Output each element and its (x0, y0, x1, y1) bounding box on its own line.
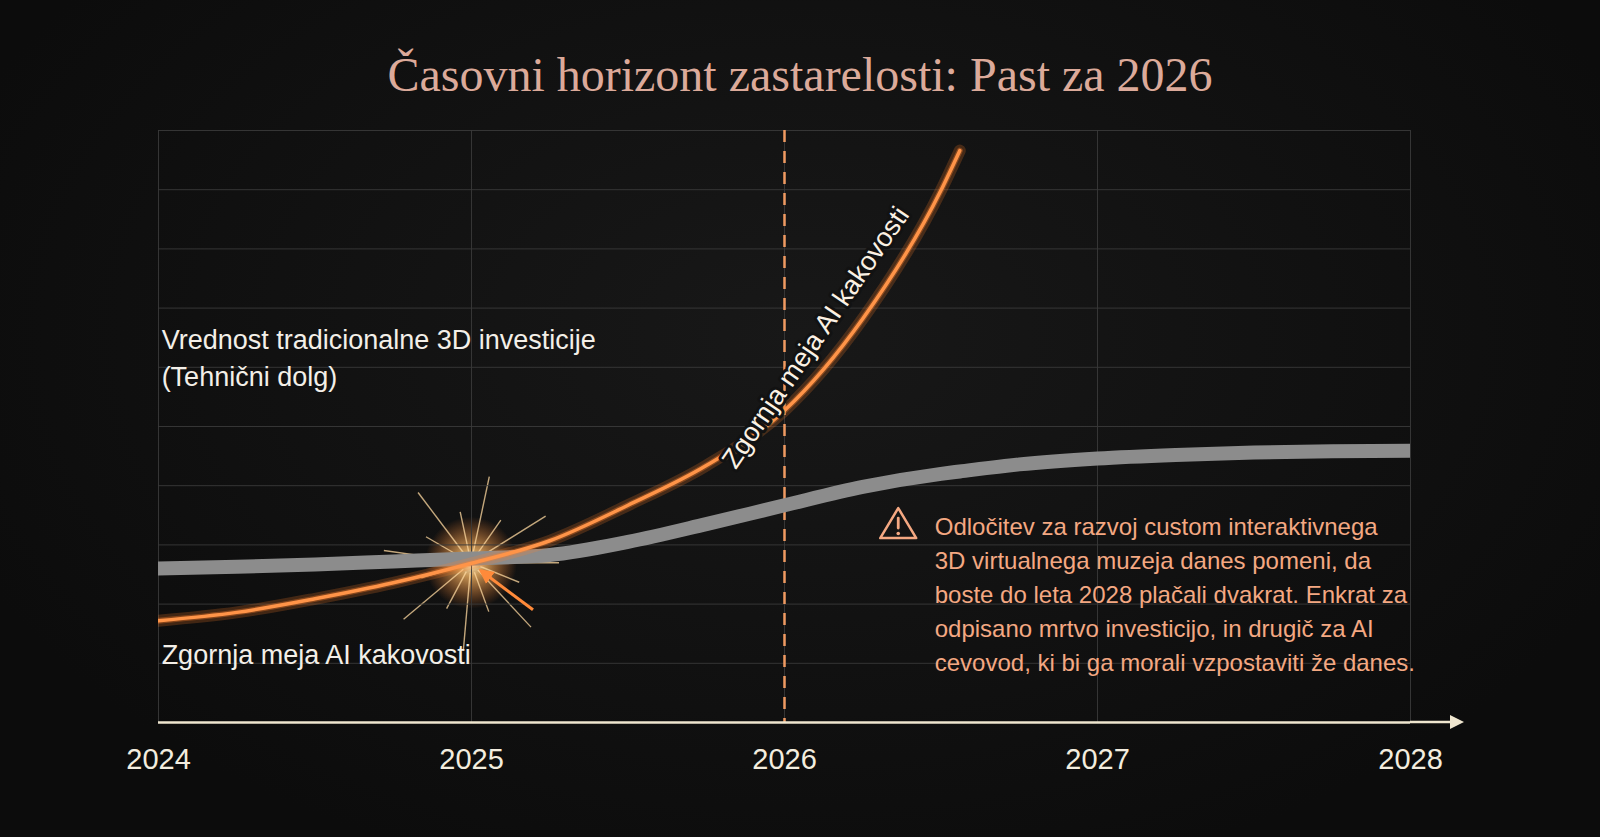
svg-text:2024: 2024 (126, 743, 191, 775)
svg-text:2026: 2026 (752, 743, 817, 775)
svg-text:Vrednost tradicionalne 3D inve: Vrednost tradicionalne 3D investicije(Te… (162, 325, 596, 392)
svg-text:Zgornja meja AI kakovosti: Zgornja meja AI kakovosti (162, 640, 471, 670)
svg-text:2028: 2028 (1378, 743, 1443, 775)
svg-text:2027: 2027 (1065, 743, 1130, 775)
svg-text:Zgornja meja AI kakovosti: Zgornja meja AI kakovosti (716, 201, 915, 473)
svg-text:Odločitev za razvoj custom int: Odločitev za razvoj custom interaktivneg… (935, 513, 1415, 676)
svg-text:2025: 2025 (439, 743, 504, 775)
